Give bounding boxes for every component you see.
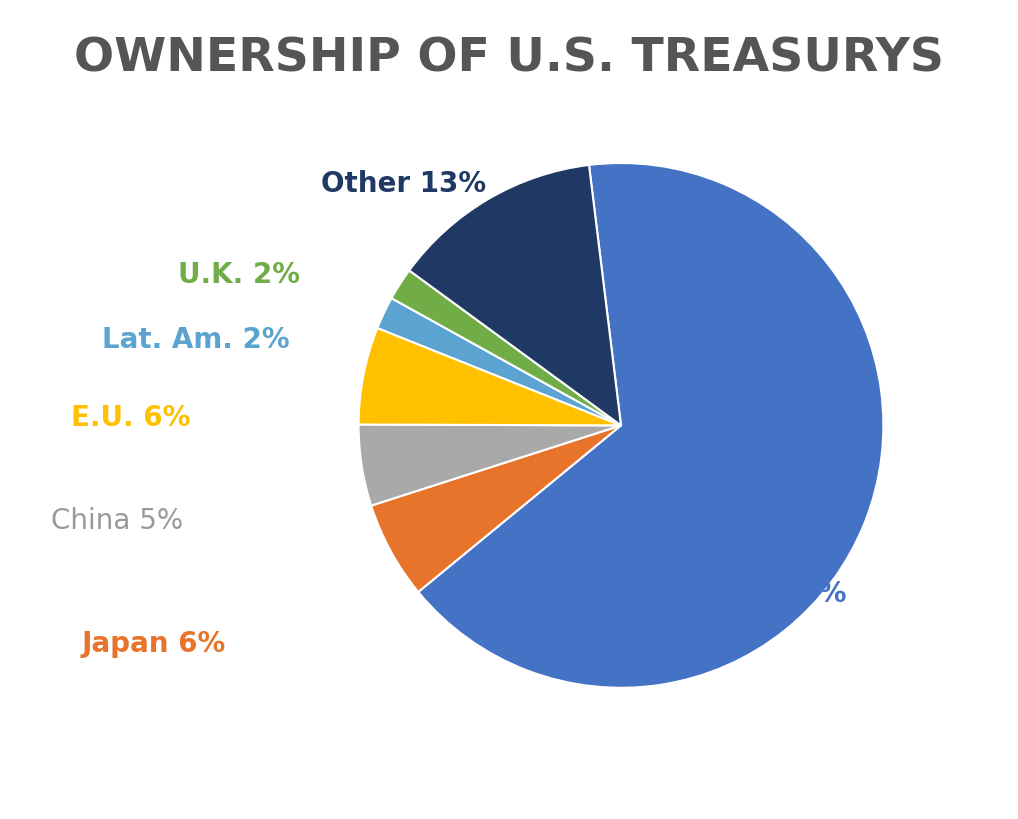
Wedge shape <box>409 165 621 426</box>
Text: China 5%: China 5% <box>51 506 183 534</box>
Text: Other 13%: Other 13% <box>321 170 486 198</box>
Wedge shape <box>358 328 621 426</box>
Wedge shape <box>392 271 621 426</box>
Wedge shape <box>378 299 621 426</box>
Text: OWNERSHIP OF U.S. TREASURYS: OWNERSHIP OF U.S. TREASURYS <box>74 37 944 82</box>
Wedge shape <box>418 164 884 688</box>
Text: U.K. 2%: U.K. 2% <box>178 260 300 288</box>
Text: Lat. Am. 2%: Lat. Am. 2% <box>102 326 289 354</box>
Text: E.U. 6%: E.U. 6% <box>71 404 190 432</box>
Text: Japan 6%: Japan 6% <box>81 629 226 657</box>
Wedge shape <box>358 425 621 506</box>
Wedge shape <box>372 426 621 592</box>
Text: U.S.  66%: U.S. 66% <box>697 580 847 608</box>
